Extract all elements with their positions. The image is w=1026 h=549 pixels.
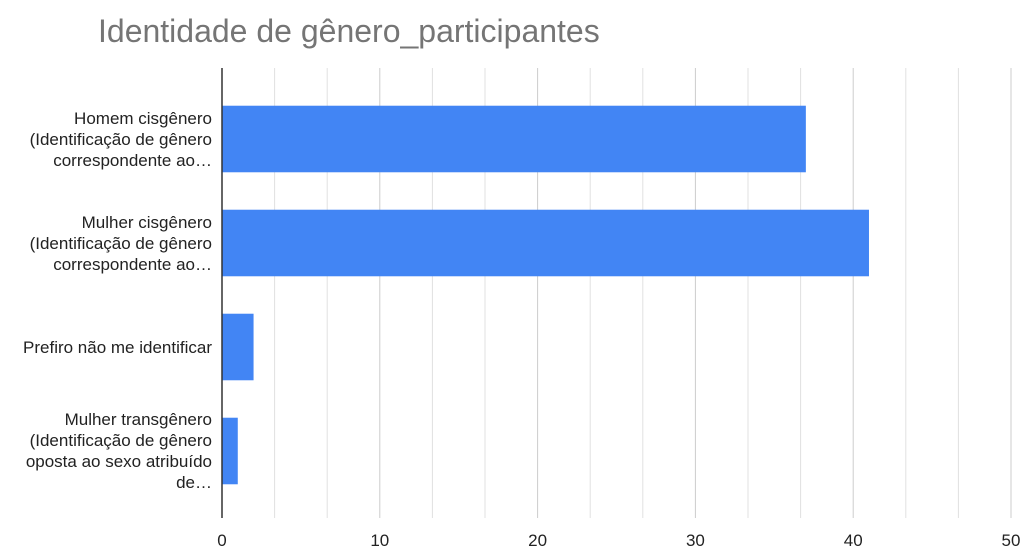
bar [222,313,254,381]
bar [222,105,806,173]
bar [222,417,238,485]
x-tick-label: 10 [370,531,389,549]
y-tick-label: Mulher transgênero (Identificação de gên… [25,410,212,492]
y-tick-label: Homem cisgênero (Identificação de gênero… [29,108,212,170]
y-tick-label: Prefiro não me identificar [23,337,212,357]
x-tick-label: 0 [217,531,226,549]
category-label-box: Mulher cisgênero (Identificação de gêner… [0,191,212,295]
category-label-box: Prefiro não me identificar [0,295,212,399]
chart-title: Identidade de gênero_participantes [98,13,600,49]
x-tick-label: 40 [844,531,863,549]
x-tick-label: 20 [528,531,547,549]
category-label-box: Homem cisgênero (Identificação de gênero… [0,87,212,191]
x-tick-label: 50 [1002,531,1021,549]
category-label-box: Mulher transgênero (Identificação de gên… [0,399,212,503]
y-tick-label: Mulher cisgênero (Identificação de gêner… [29,212,212,274]
bar [222,209,869,277]
x-tick-label: 30 [686,531,705,549]
